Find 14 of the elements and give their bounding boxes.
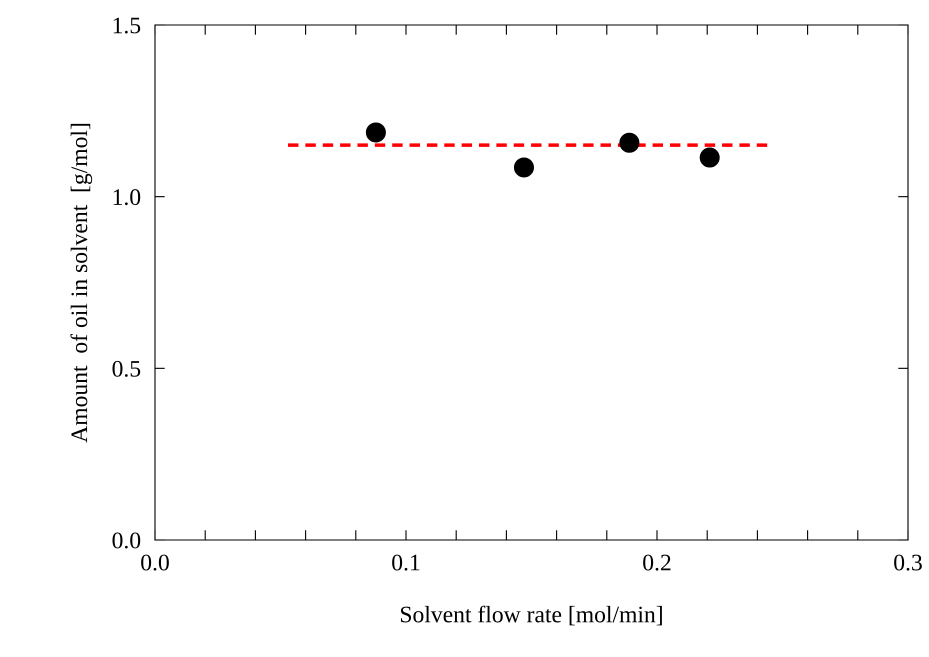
y-tick-label: 1.5: [114, 18, 140, 34]
x-tick-label: 0.3: [894, 554, 922, 571]
point: [366, 122, 386, 142]
x-axis-title: Solvent flow rate [mol/min]: [400, 606, 662, 626]
y-tick-label: 1.0: [114, 189, 140, 206]
y-tick-label: 0.5: [112, 360, 140, 377]
x-tick-label: 0.0: [141, 554, 169, 571]
point: [619, 132, 640, 153]
point: [700, 148, 720, 168]
point: [514, 157, 534, 178]
x-tick-label: 0.1: [392, 554, 420, 571]
y-tick-label: 0.0: [112, 532, 140, 549]
x-tick-label: 0.2: [643, 554, 670, 571]
y-axis-title: Amount of oil in solvent [g/mol]: [70, 124, 92, 443]
